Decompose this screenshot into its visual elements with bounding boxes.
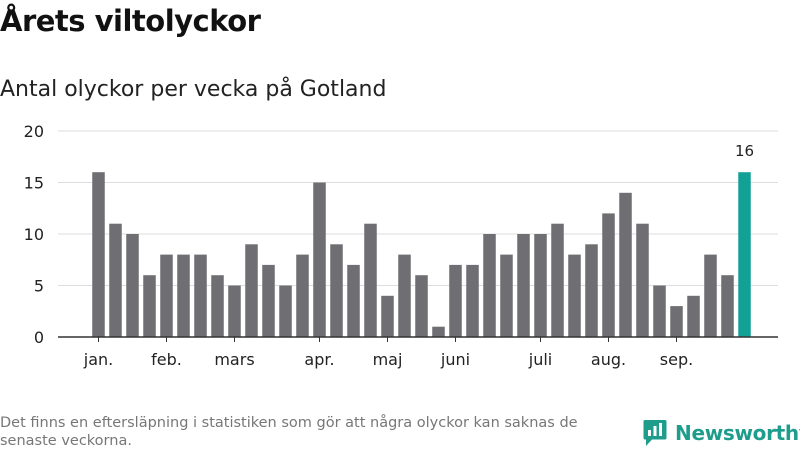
brand-name: Newsworthy (675, 421, 800, 445)
bar[interactable] (602, 213, 615, 337)
x-tick-label: mars (214, 350, 254, 369)
x-axis-labels: jan. feb. mars apr. maj juni juli aug. sep. (83, 337, 693, 369)
bar[interactable] (330, 244, 343, 337)
x-tick-label: apr. (304, 350, 334, 369)
bar-highlight[interactable] (738, 172, 751, 337)
bar[interactable] (619, 192, 632, 337)
bar[interactable] (687, 295, 700, 337)
bar[interactable] (432, 326, 445, 337)
bar[interactable] (466, 264, 479, 337)
x-tick-label: juli (528, 350, 552, 369)
y-axis-ticks: 0 5 10 15 20 (24, 122, 44, 347)
bar[interactable] (704, 254, 717, 337)
bar[interactable] (500, 254, 513, 337)
bars (92, 172, 751, 337)
bar[interactable] (449, 264, 462, 337)
bar[interactable] (245, 244, 258, 337)
y-tick-label: 10 (24, 225, 44, 244)
x-tick-label: sep. (660, 350, 693, 369)
bar[interactable] (194, 254, 207, 337)
x-tick-label: jan. (83, 350, 113, 369)
bar[interactable] (92, 172, 105, 337)
bar[interactable] (109, 223, 122, 337)
x-tick-label: maj (373, 350, 403, 369)
y-tick-label: 0 (34, 328, 44, 347)
x-tick-label: juni (440, 350, 470, 369)
bar[interactable] (415, 275, 428, 337)
bar[interactable] (228, 285, 241, 338)
bar[interactable] (126, 234, 139, 337)
footnote: Det finns en eftersläpning i statistiken… (0, 415, 578, 449)
bar[interactable] (636, 223, 649, 337)
bar[interactable] (653, 285, 666, 338)
bar[interactable] (551, 223, 564, 337)
bar[interactable] (143, 275, 156, 337)
y-tick-label: 20 (24, 122, 44, 141)
bar[interactable] (313, 182, 326, 338)
bar-chart: 0 5 10 15 20 jan. feb. mars apr. maj juni juli aug.… (24, 122, 778, 369)
y-tick-label: 15 (24, 174, 44, 193)
highlight-value-label: 16 (735, 142, 754, 160)
chart-subtitle: Antal olyckor per vecka på Gotland (0, 77, 387, 102)
bar[interactable] (296, 254, 309, 337)
bar[interactable] (483, 234, 496, 337)
bar[interactable] (568, 254, 581, 337)
x-tick-label: feb. (151, 350, 182, 369)
chart-title: Årets viltolyckor (0, 4, 261, 38)
bar[interactable] (517, 234, 530, 337)
bar[interactable] (279, 285, 292, 338)
x-tick-label: aug. (591, 350, 626, 369)
bar[interactable] (177, 254, 190, 337)
y-tick-label: 5 (34, 277, 44, 296)
bar[interactable] (347, 264, 360, 337)
bar[interactable] (585, 244, 598, 337)
bar[interactable] (160, 254, 173, 337)
bar[interactable] (670, 306, 683, 337)
bar[interactable] (381, 295, 394, 337)
bar[interactable] (398, 254, 411, 337)
bar[interactable] (364, 223, 377, 337)
bar[interactable] (534, 234, 547, 337)
newsworthy-logo[interactable]: Newsworthy (643, 419, 800, 447)
bar[interactable] (262, 264, 275, 337)
bar[interactable] (211, 275, 224, 337)
bar[interactable] (721, 275, 734, 337)
bar-chart-logo-icon (643, 420, 667, 446)
